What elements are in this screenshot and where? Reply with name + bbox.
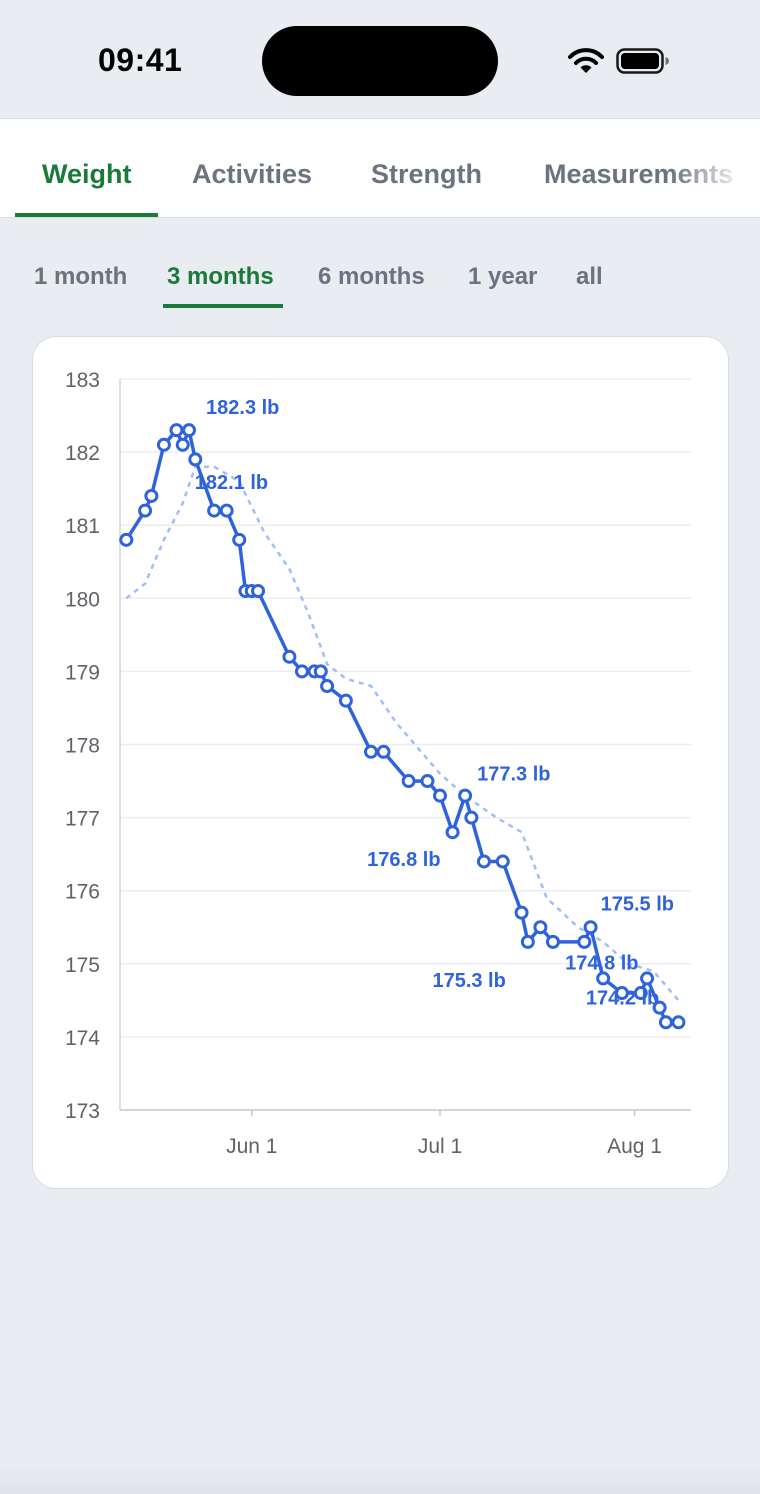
- weight-point: [188, 452, 203, 467]
- weight-point: [671, 1015, 686, 1030]
- range-3-months[interactable]: 3 months: [167, 263, 274, 290]
- weight-point: [144, 488, 159, 503]
- weight-point: [583, 920, 598, 935]
- active-range-indicator: [163, 304, 283, 308]
- weight-point: [596, 971, 611, 986]
- y-tick-label: 174: [65, 1027, 100, 1050]
- tab-strength[interactable]: Strength: [371, 159, 482, 189]
- data-label: 177.3 lb: [477, 764, 550, 786]
- data-labels: 182.3 lb 182.1 lb 177.3 lb 176.8 lb 175.5 lb…: [195, 397, 674, 1009]
- weight-point: [232, 532, 247, 547]
- y-tick-label: 176: [65, 881, 100, 904]
- weight-point: [514, 905, 529, 920]
- x-tick-label: Jul 1: [418, 1135, 462, 1158]
- weight-point: [614, 986, 629, 1001]
- trend-series: [125, 465, 680, 1002]
- weight-point: [658, 1015, 673, 1030]
- tab-weight[interactable]: Weight: [42, 159, 132, 189]
- range-1-month[interactable]: 1 month: [34, 263, 128, 290]
- weight-point: [175, 437, 190, 452]
- wifi-icon: [568, 48, 604, 73]
- weight-point: [533, 920, 548, 935]
- weight-point: [545, 934, 560, 949]
- dynamic-island: [262, 26, 498, 96]
- data-label: 182.1 lb: [195, 472, 268, 494]
- weight-point: [119, 532, 134, 547]
- weight-point: [433, 788, 448, 803]
- x-tick-label: Aug 1: [607, 1135, 662, 1158]
- weight-point: [219, 503, 234, 518]
- weight-point: [138, 503, 153, 518]
- weight-point: [294, 664, 309, 679]
- status-bar: 09:41: [0, 0, 760, 118]
- data-label: 175.5 lb: [601, 893, 674, 915]
- weight-chart[interactable]: 173 174 175 176 177 178 179 180 181 182 183 Jun 1 Ju…: [33, 337, 730, 1190]
- weight-point: [464, 810, 479, 825]
- weight-point: [207, 503, 222, 518]
- weight-point: [420, 774, 435, 789]
- chart-grid: [120, 378, 691, 1038]
- weight-point: [401, 774, 416, 789]
- range-all[interactable]: all: [576, 263, 603, 290]
- weight-point: [363, 744, 378, 759]
- tab-activities[interactable]: Activities: [192, 159, 313, 189]
- weight-point: [320, 679, 335, 694]
- weight-series: [119, 423, 686, 1030]
- tab-measurements[interactable]: Measurements: [544, 159, 734, 189]
- weight-line: [124, 428, 681, 1025]
- trend-line: [125, 465, 680, 1002]
- y-tick-label: 180: [65, 588, 100, 611]
- data-label: 176.8 lb: [367, 849, 440, 871]
- weight-chart-card: 173 174 175 176 177 178 179 180 181 182 183 Jun 1 Ju…: [32, 336, 729, 1189]
- y-tick-label: 177: [65, 808, 100, 831]
- weight-point: [458, 788, 473, 803]
- weight-point: [652, 1000, 667, 1015]
- weight-point: [376, 744, 391, 759]
- weight-point: [445, 825, 460, 840]
- weight-point: [282, 649, 297, 664]
- weight-point: [577, 934, 592, 949]
- range-6-months[interactable]: 6 months: [318, 263, 425, 290]
- weight-point: [338, 693, 353, 708]
- weight-point: [476, 854, 491, 869]
- x-tick-label: Jun 1: [226, 1135, 277, 1158]
- data-label: 174.2 lb: [586, 987, 659, 1009]
- range-1-year[interactable]: 1 year: [468, 263, 538, 290]
- y-tick-label: 179: [65, 661, 100, 684]
- chart-axes: 173 174 175 176 177 178 179 180 181 182 183 Jun 1 Ju…: [65, 369, 691, 1158]
- y-tick-label: 173: [65, 1100, 100, 1123]
- time-range-selector: 1 month 3 months 6 months 1 year all: [0, 245, 760, 315]
- status-time: 09:41: [98, 42, 183, 78]
- y-tick-label: 181: [65, 515, 100, 538]
- weight-point: [182, 423, 197, 438]
- y-tick-label: 182: [65, 442, 100, 465]
- weight-point: [156, 437, 171, 452]
- y-tick-label: 175: [65, 954, 100, 977]
- data-label: 182.3 lb: [206, 397, 279, 419]
- weight-point: [640, 971, 655, 986]
- battery-icon: [616, 48, 669, 74]
- y-tick-label: 183: [65, 369, 100, 392]
- active-tab-indicator: [15, 213, 158, 217]
- weight-point: [251, 583, 266, 598]
- category-tabs: Weight Activities Strength Measurements: [0, 118, 760, 218]
- weight-point: [169, 423, 184, 438]
- data-label: 175.3 lb: [432, 970, 505, 992]
- data-label: 174.8 lb: [565, 952, 638, 974]
- weight-point: [520, 934, 535, 949]
- weight-point: [313, 664, 328, 679]
- weight-point: [633, 986, 648, 1001]
- weight-point: [495, 854, 510, 869]
- y-tick-label: 178: [65, 735, 100, 758]
- home-indicator-area: [0, 1464, 760, 1494]
